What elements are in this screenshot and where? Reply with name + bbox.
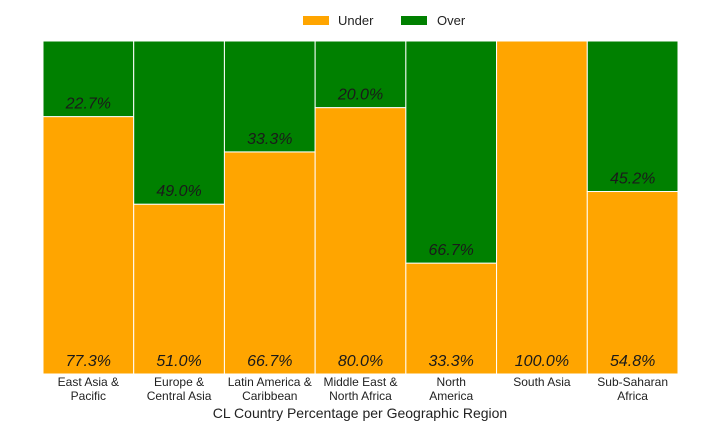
x-tick-label-3: Middle East & North Africa: [323, 375, 397, 403]
x-tick-label-2: Latin America & Caribbean: [228, 375, 312, 403]
data-label-under-3: 80.0%: [338, 353, 383, 370]
x-tick-label-0: East Asia & Pacific: [58, 375, 119, 403]
data-label-over-6: 45.2%: [610, 171, 655, 188]
data-label-over-4: 66.7%: [429, 242, 474, 259]
bar-under-0: [42, 116, 135, 375]
bar-under-3: [314, 107, 407, 375]
x-tick-label-1: Europe & Central Asia: [147, 375, 212, 403]
bar-under-5: [496, 40, 588, 375]
data-label-under-6: 54.8%: [610, 353, 655, 370]
data-label-under-1: 51.0%: [156, 353, 201, 370]
legend-swatch-under: [303, 16, 329, 25]
data-label-over-1: 49.0%: [156, 183, 201, 200]
data-label-under-4: 33.3%: [429, 353, 474, 370]
plot-area: [42, 40, 679, 375]
x-axis-ticks: East Asia & Pacific Europe & Central Asia La…: [58, 375, 668, 403]
data-label-over-0: 22.7%: [65, 96, 111, 113]
data-label-under-5: 100.0%: [515, 353, 569, 370]
bar-over-1: [133, 40, 225, 205]
data-label-under-0: 77.3%: [66, 353, 111, 370]
legend: Under Over: [303, 13, 466, 28]
bar-under-1: [133, 203, 225, 375]
x-tick-label-4: North America: [429, 375, 473, 403]
data-label-over-3: 20.0%: [337, 87, 383, 104]
x-tick-label-6: Sub-Saharan Africa: [597, 375, 668, 403]
legend-swatch-over: [401, 16, 427, 25]
bar-under-2: [223, 151, 316, 375]
data-label-under-2: 66.7%: [247, 353, 292, 370]
bar-over-3: [314, 40, 407, 109]
x-axis-title: CL Country Percentage per Geographic Reg…: [213, 405, 507, 421]
legend-label-under: Under: [338, 13, 374, 28]
bar-under-6: [586, 191, 679, 375]
x-tick-label-5: South Asia: [513, 375, 571, 389]
legend-label-over: Over: [437, 13, 466, 28]
bar-over-2: [223, 40, 316, 153]
bar-over-6: [586, 40, 679, 193]
data-label-over-2: 33.3%: [247, 131, 292, 148]
data-labels: 77.3% 22.7% 51.0% 49.0% 66.7% 33.3% 80.0% 20.0%…: [65, 87, 656, 370]
bar-over-0: [42, 40, 135, 118]
bar-over-4: [405, 40, 498, 264]
bar-under-4: [405, 262, 498, 375]
